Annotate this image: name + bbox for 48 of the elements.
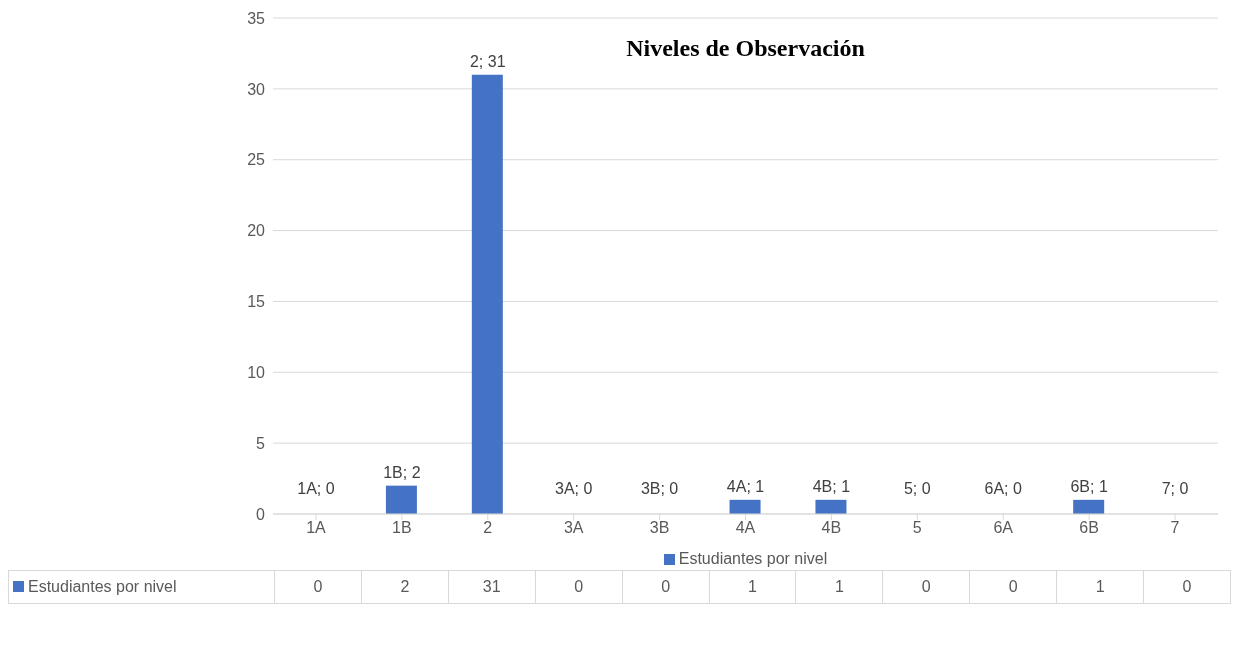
y-tick-label: 10 (247, 363, 266, 381)
annotation: 4A; 1 (726, 477, 765, 495)
annotation: 3A; 0 (555, 480, 593, 497)
annotation: 1B; 2 (383, 463, 421, 481)
x-tick-label: 2 (483, 519, 493, 537)
y-tick-label: 5 (256, 434, 266, 452)
data-label: 1 (709, 570, 796, 604)
annotation: 6A; 0 (984, 480, 1023, 497)
x-tick-label: 6A (993, 519, 1014, 537)
legend-label: Estudiantes por nivel (677, 550, 828, 568)
annotation: 7; 0 (1161, 480, 1189, 497)
x-tick-label: 1B (392, 519, 412, 537)
annotation: 6B; 1 (1070, 477, 1108, 495)
x-tick-label: 4A (735, 519, 756, 537)
x-tick-label: 3B (649, 519, 670, 537)
data-label: 0 (1143, 570, 1231, 604)
bar (729, 499, 761, 514)
y-tick-label: 25 (247, 151, 266, 169)
annotation: 2; 31 (469, 52, 506, 70)
y-tick-label: 20 (247, 222, 266, 240)
bar (815, 499, 847, 514)
y-tick-label: 0 (256, 505, 266, 523)
x-tick-label: 5 (912, 519, 922, 537)
y-tick-label: 35 (247, 9, 266, 27)
x-tick-label: 4B (821, 519, 842, 537)
y-tick-label: 15 (247, 293, 266, 311)
bar (385, 485, 417, 514)
data-label: 0 (969, 570, 1057, 604)
y-tick-label: 30 (247, 80, 266, 98)
text: Niveles de Observación (626, 35, 865, 61)
data-label: 0 (622, 570, 710, 604)
x-tick-label: 3A (563, 519, 584, 537)
x-tick-label: 6B (1079, 519, 1099, 537)
bar (1073, 499, 1105, 514)
text: Estudiantes por nivel (28, 578, 177, 595)
x-tick-label: 1A (306, 519, 327, 537)
data-label: 2 (361, 570, 449, 604)
annotation: 3B; 0 (640, 480, 679, 497)
data-label: 0 (882, 570, 970, 604)
data-label: 1 (795, 570, 883, 604)
bar (471, 74, 503, 514)
annotation: 4B; 1 (812, 477, 851, 495)
data-label: 0 (535, 570, 623, 604)
x-tick-label: 7 (1170, 519, 1180, 537)
annotation: 1A; 0 (297, 480, 335, 497)
data-label: 1 (1056, 570, 1144, 604)
annotation: 5; 0 (903, 480, 931, 497)
data-label: 31 (448, 570, 536, 604)
